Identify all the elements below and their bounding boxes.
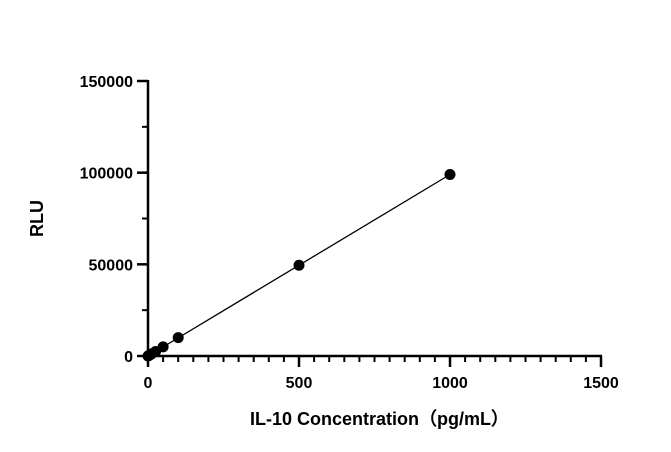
- y-tick-label: 50000: [89, 257, 134, 274]
- x-axis-title: IL-10 Concentration（pg/mL）: [250, 409, 509, 429]
- x-tick-label: 500: [286, 375, 313, 392]
- data-point: [293, 259, 305, 271]
- x-ticks: 0 500 1000 1500: [144, 356, 619, 392]
- y-tick-label: 150000: [80, 74, 133, 91]
- y-tick-label: 0: [124, 349, 133, 366]
- plot-area: [142, 169, 456, 362]
- x-tick-label: 0: [144, 375, 153, 392]
- data-point: [172, 332, 184, 344]
- data-points: [142, 169, 456, 362]
- x-tick-label: 1000: [432, 375, 468, 392]
- data-point: [444, 169, 456, 180]
- y-axis-title: RLU: [27, 200, 47, 237]
- axes: 0 50000 100000 150000 0 500 1000 1500: [80, 74, 619, 392]
- y-tick-label: 100000: [80, 166, 133, 183]
- data-point: [157, 341, 169, 353]
- y-ticks: 0 50000 100000 150000: [80, 74, 148, 366]
- x-tick-label: 1500: [583, 375, 619, 392]
